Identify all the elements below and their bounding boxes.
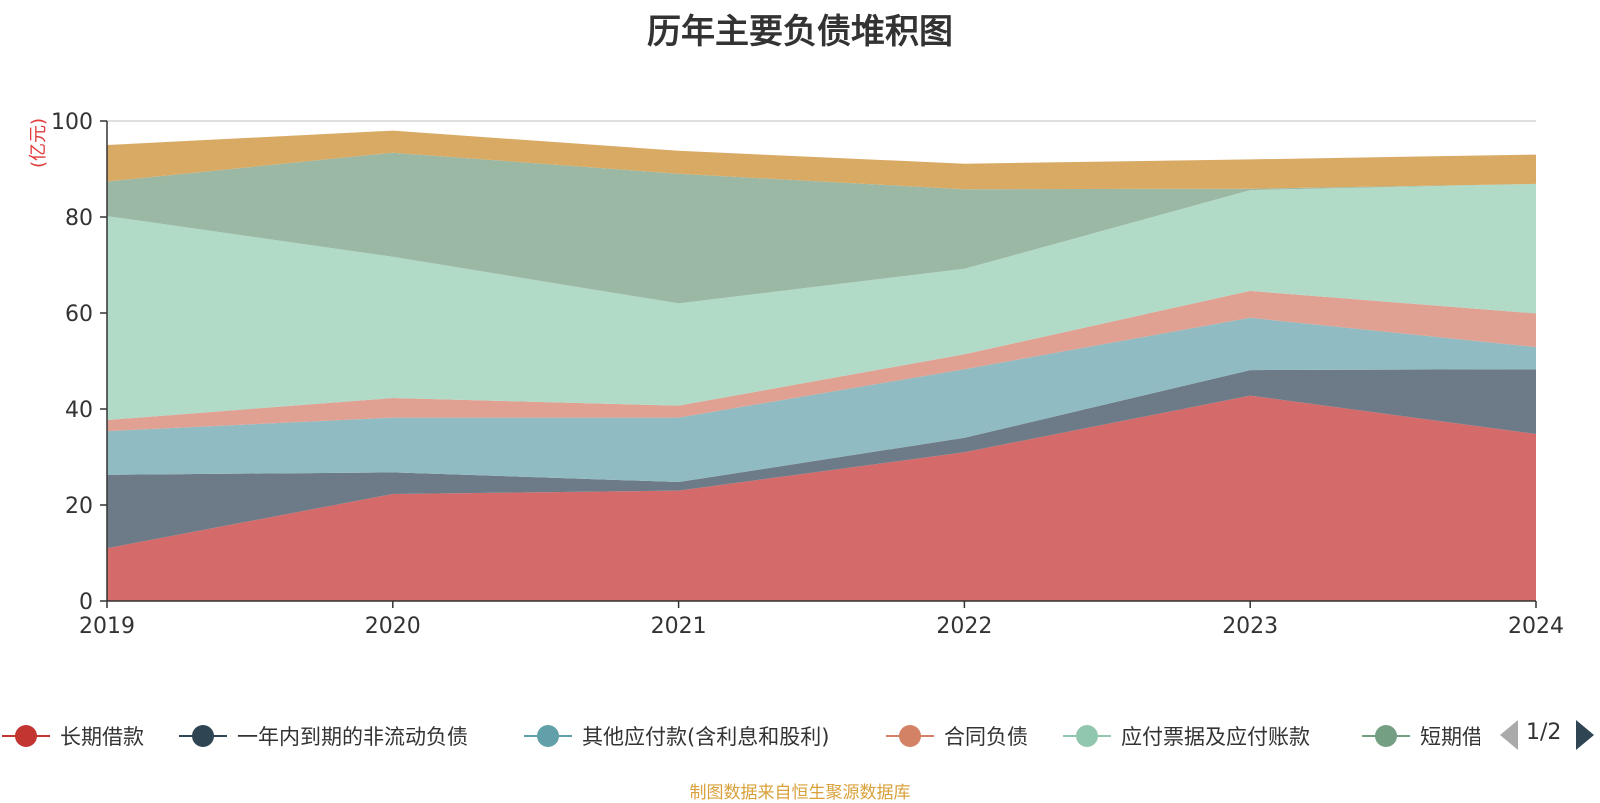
area-series-6 xyxy=(107,130,1536,190)
legend-line-circle-icon xyxy=(1063,725,1111,747)
tick-labels: 0 20 40 60 80 100 2019 2020 2021 2022 2023 2024 xyxy=(51,110,1564,639)
legend-item[interactable]: 一年内到期的非流动负债 xyxy=(177,718,468,754)
legend-line-circle-icon xyxy=(886,725,934,747)
axes xyxy=(100,120,1537,608)
y-tick-label: 100 xyxy=(51,110,93,135)
legend-label: 长期借款 xyxy=(60,725,144,749)
y-axis-unit-label: (亿元) xyxy=(28,118,49,168)
y-tick-label: 80 xyxy=(65,206,93,231)
legend-page-indicator: 1/2 xyxy=(1526,720,1562,745)
y-tick-label: 0 xyxy=(79,590,93,615)
legend-label: 短期借 xyxy=(1420,725,1480,749)
x-tick-label: 2022 xyxy=(936,614,992,639)
triangle-right-icon[interactable] xyxy=(1574,718,1596,752)
area-series-4 xyxy=(107,183,1536,420)
chart-title: 历年主要负债堆积图 xyxy=(647,12,953,52)
area-series-3 xyxy=(107,290,1536,432)
data-source-footer: 制图数据来自恒生聚源数据库 xyxy=(689,783,911,803)
area-series-5 xyxy=(107,152,1536,304)
legend-line-circle-icon xyxy=(524,725,572,747)
legend-item[interactable]: 短期借 xyxy=(1360,718,1480,754)
y-tick-label: 20 xyxy=(65,494,93,519)
legend-item[interactable]: 长期借款 xyxy=(0,718,144,754)
legend-label: 合同负债 xyxy=(944,725,1028,749)
area-series-0 xyxy=(107,395,1536,601)
x-tick-label: 2023 xyxy=(1222,614,1278,639)
x-tick-label: 2021 xyxy=(651,614,707,639)
legend: 长期借款 一年内到期的非流动负债 其他应付款(含利息和股利) 合同负债 应付票据及应付账… xyxy=(0,718,1480,754)
legend-item[interactable]: 其他应付款(含利息和股利) xyxy=(522,718,829,754)
legend-line-circle-icon xyxy=(2,725,50,747)
legend-line-circle-icon xyxy=(1362,725,1410,747)
legend-label: 应付票据及应付账款 xyxy=(1121,725,1310,749)
area-series-1 xyxy=(107,369,1536,549)
y-tick-label: 60 xyxy=(65,302,93,327)
area-series-2 xyxy=(107,317,1536,482)
area-series xyxy=(107,130,1536,601)
legend-label: 一年内到期的非流动负债 xyxy=(237,725,468,749)
legend-item[interactable]: 应付票据及应付账款 xyxy=(1061,718,1310,754)
x-tick-label: 2024 xyxy=(1508,614,1564,639)
legend-line-circle-icon xyxy=(179,725,227,747)
legend-label: 其他应付款(含利息和股利) xyxy=(582,725,830,749)
y-tick-label: 40 xyxy=(65,398,93,423)
triangle-left-icon[interactable] xyxy=(1498,718,1520,752)
x-tick-label: 2020 xyxy=(365,614,421,639)
legend-pager: 1/2 xyxy=(1494,716,1600,756)
x-tick-label: 2019 xyxy=(79,614,135,639)
legend-item[interactable]: 合同负债 xyxy=(884,718,1028,754)
